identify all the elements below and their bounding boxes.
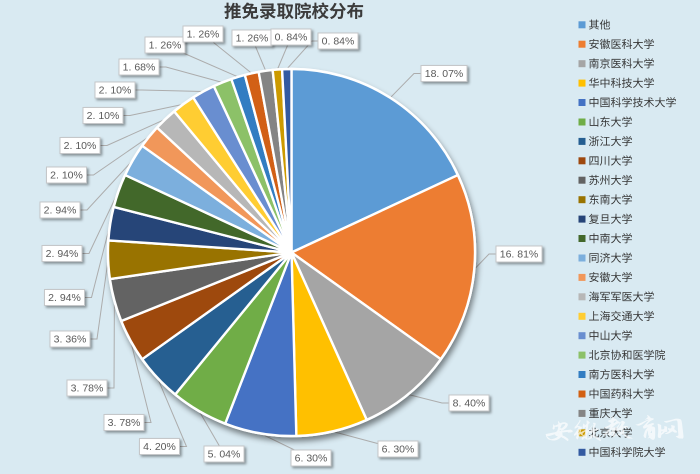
svg-text:1. 26%: 1. 26%: [236, 33, 269, 45]
svg-text:2. 10%: 2. 10%: [99, 85, 132, 97]
svg-text:6. 30%: 6. 30%: [382, 444, 415, 456]
svg-text:2. 10%: 2. 10%: [50, 170, 83, 182]
svg-text:3. 78%: 3. 78%: [71, 383, 104, 395]
svg-text:2. 10%: 2. 10%: [64, 140, 97, 152]
svg-text:1. 26%: 1. 26%: [187, 29, 220, 41]
svg-text:2. 10%: 2. 10%: [87, 110, 120, 122]
svg-text:5. 04%: 5. 04%: [208, 449, 241, 461]
svg-text:1. 68%: 1. 68%: [123, 62, 156, 74]
svg-text:8. 40%: 8. 40%: [453, 398, 486, 410]
svg-text:6. 30%: 6. 30%: [295, 453, 328, 465]
svg-text:3. 78%: 3. 78%: [108, 417, 141, 429]
svg-text:18. 07%: 18. 07%: [425, 68, 464, 80]
svg-text:2. 94%: 2. 94%: [44, 205, 77, 217]
svg-text:3. 36%: 3. 36%: [54, 334, 87, 346]
svg-text:16. 81%: 16. 81%: [500, 249, 539, 261]
svg-text:0. 84%: 0. 84%: [275, 32, 308, 44]
svg-text:0. 84%: 0. 84%: [322, 36, 355, 48]
svg-text:4. 20%: 4. 20%: [143, 441, 176, 453]
svg-text:2. 94%: 2. 94%: [46, 248, 79, 260]
svg-text:2. 94%: 2. 94%: [48, 292, 81, 304]
svg-text:1. 26%: 1. 26%: [149, 40, 182, 52]
